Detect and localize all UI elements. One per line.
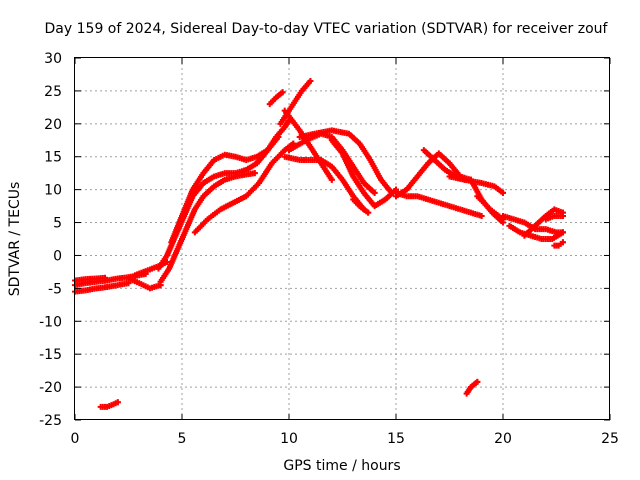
y-tick-label: -10: [39, 314, 62, 330]
series-arc-30: [97, 399, 121, 410]
x-tick-label: 10: [280, 431, 298, 447]
x-tick-label: 20: [494, 431, 512, 447]
axis-ticks: 0 5 10 15 20 25 -25 -20 -15 -10 -5 0 5 10 15 20 25 30: [39, 51, 619, 447]
series-arc-28: [542, 212, 566, 223]
x-tick-label: 0: [71, 431, 80, 447]
data-point: [307, 78, 314, 85]
y-tick-label: -15: [39, 347, 62, 363]
data-point: [371, 189, 378, 196]
series-arc-9: [191, 140, 297, 236]
data-point: [478, 212, 485, 219]
chart-title: Day 159 of 2024, Sidereal Day-to-day VTE…: [45, 21, 609, 37]
data-point: [500, 189, 506, 196]
y-tick-label: 30: [44, 51, 62, 67]
data-point: [101, 274, 108, 281]
y-axis-title: SDTVAR / TECUs: [7, 182, 23, 297]
series-arc-6: [157, 170, 258, 285]
series-arc-11: [277, 78, 314, 127]
data-points: [72, 78, 566, 410]
y-tick-label: -20: [39, 380, 62, 396]
y-tick-label: 15: [44, 150, 62, 166]
series-arc-16: [296, 127, 395, 196]
data-point: [279, 89, 286, 96]
y-tick-label: 25: [44, 84, 62, 100]
x-axis-title: GPS time / hours: [283, 458, 400, 474]
y-tick-label: 20: [44, 117, 62, 133]
data-point: [328, 176, 335, 183]
series-arc-20: [393, 189, 485, 219]
series-arc-29: [551, 239, 566, 249]
plot-frame: [74, 57, 610, 420]
series-arc-18: [350, 196, 372, 216]
series-arc-31: [463, 378, 481, 397]
series-arc-12: [266, 89, 286, 108]
data-point: [114, 399, 121, 406]
series-arc-2: [72, 280, 132, 295]
y-tick-label: 10: [44, 183, 62, 199]
x-tick-label: 5: [178, 431, 187, 447]
data-point: [559, 229, 566, 236]
data-point: [559, 212, 566, 219]
data-point: [251, 170, 258, 177]
data-point: [365, 209, 372, 216]
data-point: [474, 378, 481, 385]
series-arc-4: [125, 275, 164, 292]
y-tick-label: 0: [53, 248, 62, 264]
x-tick-label: 25: [601, 431, 619, 447]
data-point: [559, 239, 566, 246]
y-tick-label: 5: [53, 216, 62, 232]
y-tick-label: -5: [48, 281, 62, 297]
series-arc-14: [281, 153, 367, 213]
y-tick-label: -25: [39, 413, 62, 429]
x-tick-label: 15: [387, 431, 405, 447]
grid: [75, 58, 610, 420]
